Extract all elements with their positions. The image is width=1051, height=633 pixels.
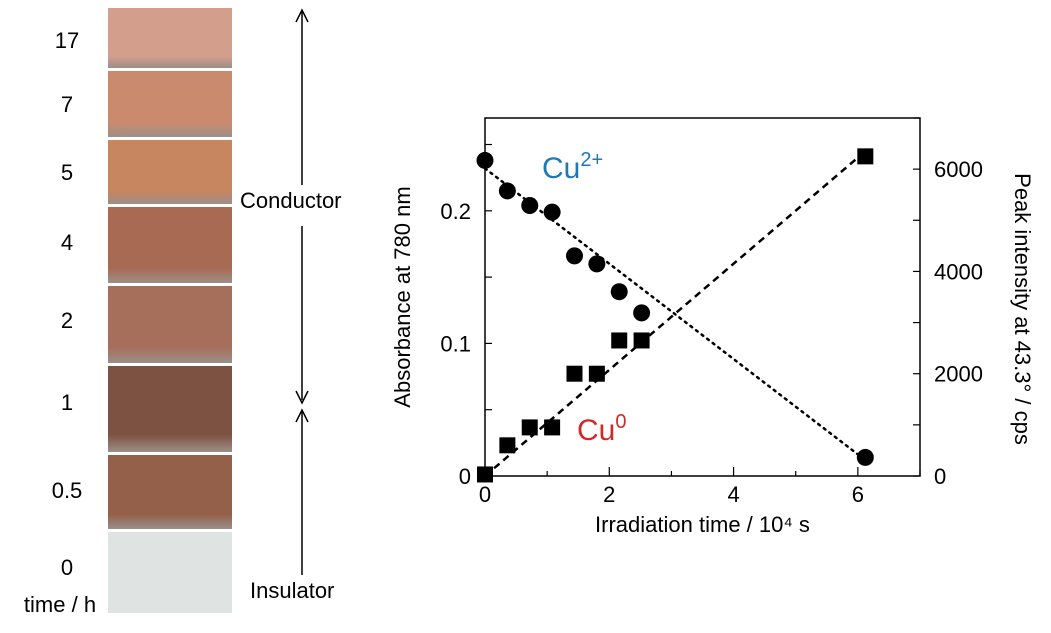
series-annotation: Cu0 <box>577 411 626 447</box>
fit-line <box>483 167 867 462</box>
conductor-label: Conductor <box>240 188 342 214</box>
time-label: 2 <box>60 308 74 333</box>
data-point-circle <box>633 304 651 322</box>
sample-photo <box>108 455 232 529</box>
y-right-tick-label: 0 <box>934 464 946 489</box>
data-point-circle <box>543 203 561 221</box>
data-point-circle <box>856 448 874 466</box>
time-arrows <box>295 8 309 575</box>
data-point-square <box>499 437 516 454</box>
y-left-tick-label: 0 <box>459 464 471 489</box>
y-left-axis-label: Absorbance at 780 nm <box>390 186 415 407</box>
x-tick-label: 2 <box>603 482 615 507</box>
data-point-square <box>544 419 561 436</box>
data-point-circle <box>610 283 628 301</box>
arrow-head-up <box>295 8 309 23</box>
x-tick-label: 6 <box>852 482 864 507</box>
sample-photo <box>108 286 232 363</box>
data-point-circle <box>521 197 539 215</box>
plot-frame <box>484 117 921 477</box>
sample-photo <box>108 8 232 68</box>
x-tick-label: 4 <box>727 482 739 507</box>
data-point-circle <box>476 151 494 169</box>
y-right-tick-label: 2000 <box>934 362 983 387</box>
plot-area: 0 2 4 6 0 0.1 0.2 0 2000 4000 6000 Irradiation time… <box>390 117 1035 537</box>
data-point-square <box>633 332 650 349</box>
data-point-square <box>857 148 874 165</box>
time-label: 7 <box>60 92 74 117</box>
time-label: 1 <box>60 390 74 415</box>
time-label: 4 <box>60 230 74 255</box>
y-left-tick-label: 0.1 <box>440 331 471 356</box>
data-point-square <box>521 419 538 436</box>
data-point-circle <box>498 182 516 200</box>
y-right-axis-label: Peak intensity at 43.3° / cps <box>1010 173 1035 445</box>
sample-photo <box>108 366 232 452</box>
time-label: 0 <box>60 555 74 580</box>
insulator-label: Insulator <box>250 578 335 604</box>
data-point-circle <box>588 255 606 273</box>
y-left-tick-label: 0.2 <box>440 199 471 224</box>
x-axis-label: Irradiation time / 10⁴ s <box>595 512 810 537</box>
annotation-text: Cu <box>542 152 580 185</box>
x-tick-label: 0 <box>479 482 491 507</box>
sample-photo <box>108 207 232 283</box>
sample-photo <box>108 532 232 613</box>
sample-photo <box>108 71 232 137</box>
arrow-head-down <box>295 390 309 405</box>
arrow-head-up <box>295 408 309 423</box>
annotation-superscript: 0 <box>615 411 626 433</box>
annotation-superscript: 2+ <box>580 149 603 171</box>
time-label: 17 <box>54 28 80 53</box>
annotation-text: Cu <box>577 414 615 447</box>
data-point-square <box>588 365 605 382</box>
y-right-tick-label: 6000 <box>934 157 983 182</box>
time-axis-label: time / h <box>23 592 97 617</box>
time-label: 0.5 <box>51 478 83 503</box>
series-annotation: Cu2+ <box>542 149 603 185</box>
data-point-square <box>611 332 628 349</box>
y-right-tick-label: 4000 <box>934 259 983 284</box>
data-point-square <box>566 365 583 382</box>
sample-photo <box>108 140 232 204</box>
data-point-circle <box>565 247 583 265</box>
time-label: 5 <box>60 160 74 185</box>
data-point-square <box>477 466 493 483</box>
